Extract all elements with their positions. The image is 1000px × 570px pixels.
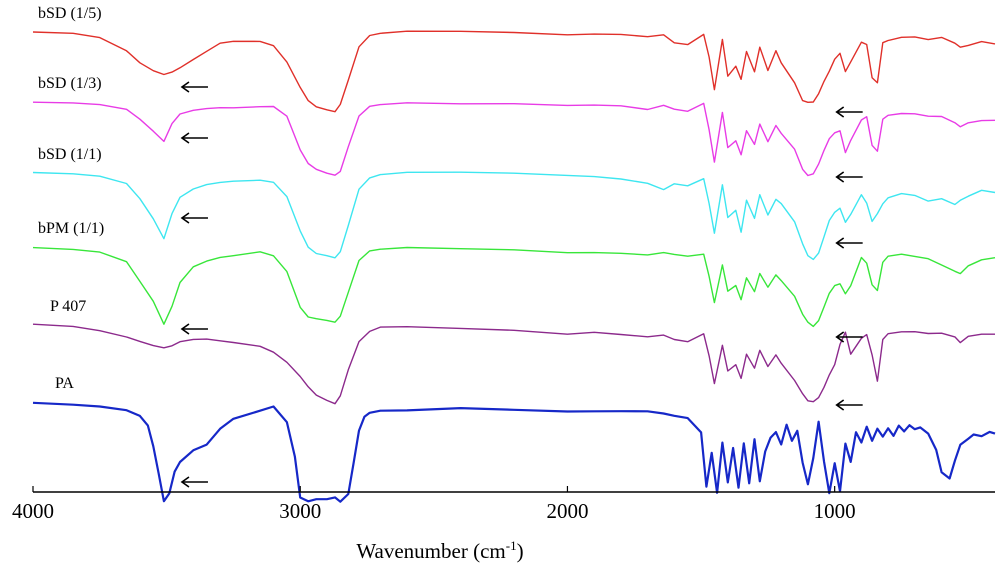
arrow-head	[180, 132, 190, 144]
series-line-p-407	[32, 323, 995, 405]
arrow-annotations-layer	[180, 81, 863, 488]
series-label-bpm-1-1: bPM (1/1)	[38, 220, 104, 237]
arrow-head	[835, 237, 845, 249]
x-tick-label: 4000	[12, 499, 54, 523]
series-label-bsd-1-3: bSD (1/3)	[38, 75, 102, 92]
series-label-p-407: P 407	[50, 298, 86, 315]
series-line-bpm-1-1	[32, 246, 996, 328]
arrow-annotation	[835, 331, 863, 343]
x-axis-ticks: 4000 3000 2000 1000	[12, 486, 856, 523]
x-axis-title: Wavenumber (cm-1)	[356, 538, 523, 563]
arrow-annotation	[180, 323, 208, 335]
arrow-annotation	[180, 476, 208, 488]
x-axis-title-tail: )	[517, 539, 524, 563]
series-label-pa: PA	[55, 375, 74, 392]
arrow-head	[835, 399, 845, 411]
arrow-head	[835, 106, 845, 118]
series-label-bsd-1-5: bSD (1/5)	[38, 5, 102, 22]
series-line-bsd-1-5	[32, 30, 996, 113]
arrow-head	[180, 476, 190, 488]
arrow-head	[180, 212, 190, 224]
spectra-layer	[32, 30, 996, 503]
series-label-bsd-1-1: bSD (1/1)	[38, 146, 102, 163]
series-labels-layer: bSD (1/5) bSD (1/3) bSD (1/1) bPM (1/1) P 40…	[38, 5, 104, 392]
arrow-annotation	[835, 106, 863, 118]
arrow-annotation	[835, 171, 863, 183]
arrow-head	[180, 81, 190, 93]
x-tick-label: 3000	[279, 499, 321, 523]
arrow-annotation	[835, 237, 863, 249]
series-line-pa	[32, 401, 996, 503]
arrow-annotation	[835, 399, 863, 411]
arrow-annotation	[180, 212, 208, 224]
arrow-annotation	[180, 132, 208, 144]
x-axis-title-main: Wavenumber (cm	[356, 539, 505, 563]
arrow-head	[835, 171, 845, 183]
arrow-head	[180, 323, 190, 335]
arrow-head	[835, 331, 845, 343]
series-line-bsd-1-3	[32, 101, 996, 177]
arrow-annotation	[180, 81, 208, 93]
x-tick-label: 2000	[546, 499, 588, 523]
series-line-bsd-1-1	[32, 171, 996, 261]
x-axis-title-sup: -1	[506, 538, 517, 553]
x-tick-label: 1000	[814, 499, 856, 523]
